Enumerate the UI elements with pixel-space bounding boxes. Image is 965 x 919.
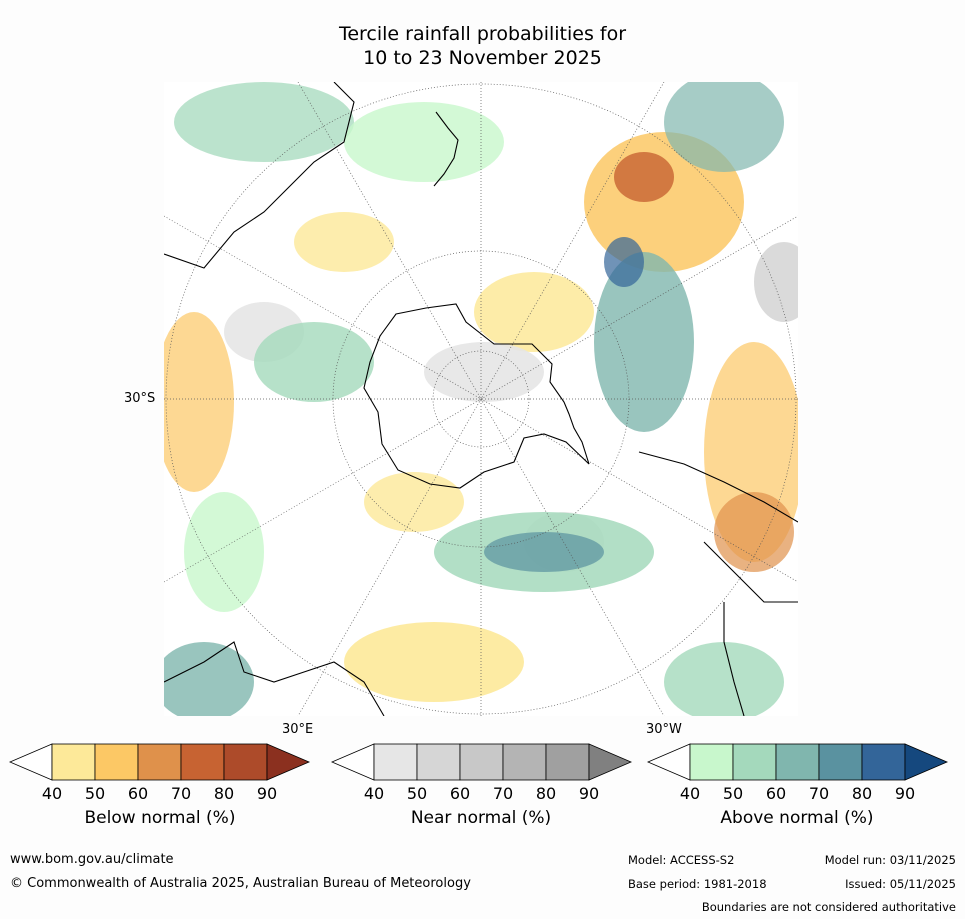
title-line-2: 10 to 23 November 2025 (363, 47, 602, 69)
tick-above-50: 50 (722, 784, 744, 803)
antarctica-coast (363, 303, 590, 489)
footer-disclaimer: Boundaries are not considered authoritat… (701, 900, 956, 914)
map-svg (164, 82, 798, 716)
tick-above-70: 70 (808, 784, 830, 803)
shading-above-normal (164, 82, 784, 716)
title-line-1: Tercile rainfall probabilities for (338, 23, 627, 45)
colorbar-below-label: Below normal (%) (84, 808, 236, 828)
colorbar-above-normal (646, 743, 949, 781)
tick-near-40: 40 (363, 784, 385, 803)
tick-above-40: 40 (679, 784, 701, 803)
footer-base-period: Base period: 1981-2018 (628, 877, 767, 891)
colorbar-near-segments (330, 743, 633, 781)
graticule (164, 82, 798, 716)
footer-issued: Issued: 05/11/2025 (845, 877, 956, 891)
tick-above-80: 80 (851, 784, 873, 803)
footer-model: Model: ACCESS-S2 (628, 853, 735, 867)
colorbar-above-segments (646, 743, 949, 781)
tick-near-70: 70 (492, 784, 514, 803)
tick-near-90: 90 (578, 784, 600, 803)
footer-copyright: © Commonwealth of Australia 2025, Austra… (10, 876, 471, 891)
colorbar-near-normal (330, 743, 633, 781)
new-zealand-coast (433, 111, 459, 187)
polar-map (164, 82, 798, 716)
tick-above-90: 90 (894, 784, 916, 803)
tick-near-50: 50 (406, 784, 428, 803)
colorbar-below-segments (8, 743, 311, 781)
tick-below-50: 50 (84, 784, 106, 803)
tick-below-70: 70 (170, 784, 192, 803)
south-america-coast (638, 451, 798, 716)
lon-label-30e: 30°E (282, 722, 314, 737)
tick-above-60: 60 (765, 784, 787, 803)
coastlines (164, 82, 798, 716)
map-title: Tercile rainfall probabilities for 10 to… (0, 22, 965, 70)
lat-label-30s: 30°S (124, 391, 156, 406)
tick-below-90: 90 (256, 784, 278, 803)
lon-label-30w: 30°W (646, 722, 682, 737)
africa-coast (164, 641, 385, 716)
tick-below-60: 60 (127, 784, 149, 803)
colorbar-near-label: Near normal (%) (410, 808, 552, 828)
tick-near-80: 80 (535, 784, 557, 803)
colorbar-below-normal (8, 743, 311, 781)
footer-model-run: Model run: 03/11/2025 (824, 853, 956, 867)
tick-near-60: 60 (449, 784, 471, 803)
footer-website: www.bom.gov.au/climate (10, 852, 174, 867)
colorbar-above-label: Above normal (%) (720, 808, 874, 828)
australia-coast (164, 82, 355, 269)
tick-below-40: 40 (41, 784, 63, 803)
tick-below-80: 80 (213, 784, 235, 803)
